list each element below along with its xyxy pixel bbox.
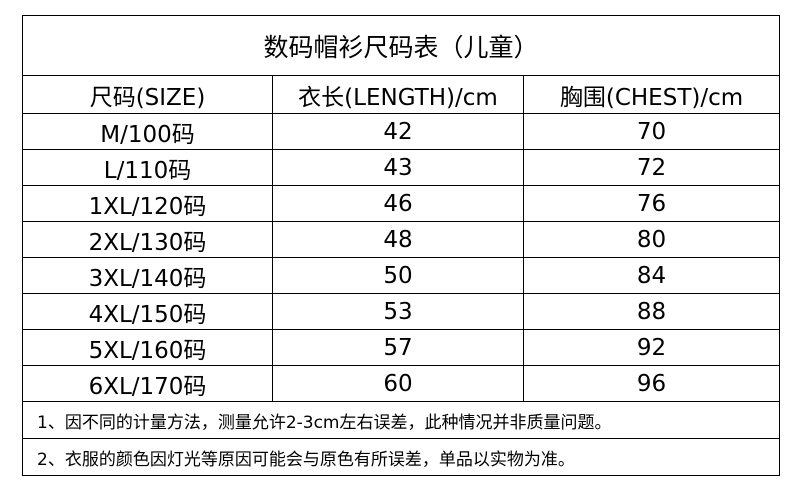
data-cell: 60: [272, 365, 524, 402]
header-cell: 衣长(LENGTH)/cm: [272, 75, 524, 114]
data-row: L/110码 43 72: [22, 149, 781, 186]
data-cell: 53: [272, 293, 524, 330]
title-row: 数码帽衫尺码表（儿童）: [21, 15, 781, 76]
data-cell: 76: [522, 185, 781, 222]
data-cell: 70: [522, 113, 781, 150]
data-cell: 43: [272, 149, 524, 186]
size-table: 数码帽衫尺码表（儿童） 尺码(SIZE) 衣长(LENGTH)/cm 胸围(CHEST…: [21, 15, 781, 476]
data-row: 1XL/120码 46 76: [22, 185, 781, 222]
header-cell: 胸围(CHEST)/cm: [522, 75, 781, 114]
data-row: 2XL/130码 48 80: [22, 221, 781, 258]
note: 2、衣服的颜色因灯光等原因可能会与原色有所误差，单品以实物为准。: [21, 438, 781, 476]
data-row: 5XL/160码 57 92: [22, 329, 781, 366]
data-cell: 96: [522, 365, 781, 402]
data-cell: 6XL/170码: [22, 365, 273, 402]
data-cell: 48: [272, 221, 524, 258]
note-row: 2、衣服的颜色因灯光等原因可能会与原色有所误差，单品以实物为准。: [21, 438, 781, 476]
data-cell: 46: [272, 185, 524, 222]
data-cell: 4XL/150码: [22, 293, 273, 330]
data-cell: 84: [522, 257, 781, 294]
note: 1、因不同的计量方法，测量允许2-3cm左右误差，此种情况并非质量问题。: [21, 401, 781, 439]
data-cell: 3XL/140码: [22, 257, 273, 294]
data-row: M/100码 42 70: [22, 113, 781, 150]
data-cell: 80: [522, 221, 781, 258]
data-cell: 57: [272, 329, 524, 366]
table-body: 数码帽衫尺码表（儿童） 尺码(SIZE) 衣长(LENGTH)/cm 胸围(CHEST…: [21, 15, 781, 476]
data-cell: 2XL/130码: [22, 221, 273, 258]
data-cell: 42: [272, 113, 524, 150]
data-cell: 72: [522, 149, 781, 186]
data-cell: 1XL/120码: [22, 185, 273, 222]
header-cell: 尺码(SIZE): [22, 75, 273, 114]
data-cell: 92: [522, 329, 781, 366]
data-row: 3XL/140码 50 84: [22, 257, 781, 294]
note-row: 1、因不同的计量方法，测量允许2-3cm左右误差，此种情况并非质量问题。: [21, 401, 781, 439]
data-cell: M/100码: [22, 113, 273, 150]
data-row: 6XL/170码 60 96: [22, 365, 781, 402]
data-cell: L/110码: [22, 149, 273, 186]
data-cell: 5XL/160码: [22, 329, 273, 366]
data-cell: 88: [522, 293, 781, 330]
table-title: 数码帽衫尺码表（儿童）: [21, 15, 781, 76]
data-cell: 50: [272, 257, 524, 294]
header-row: 尺码(SIZE) 衣长(LENGTH)/cm 胸围(CHEST)/cm: [22, 75, 781, 114]
data-row: 4XL/150码 53 88: [22, 293, 781, 330]
